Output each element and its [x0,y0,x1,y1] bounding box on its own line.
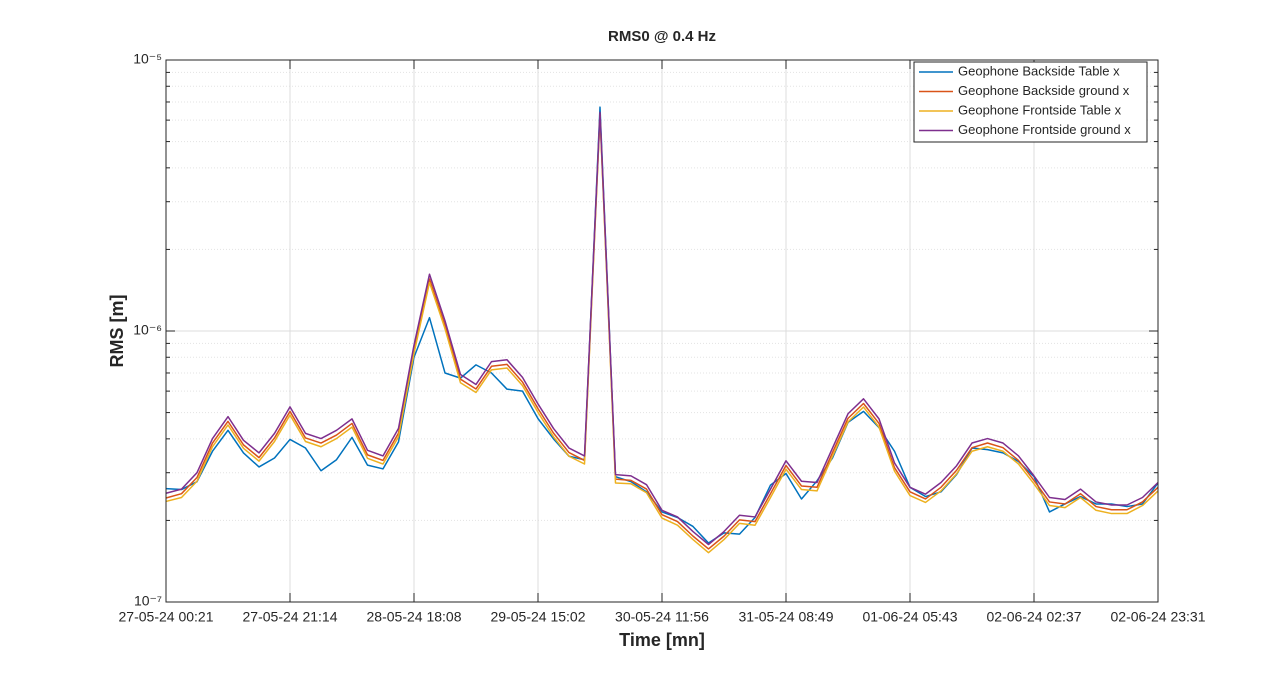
chart-title: RMS0 @ 0.4 Hz [608,28,716,45]
series-line [165,111,1159,546]
series-line [165,113,1159,550]
x-tick-label: 27-05-24 21:14 [243,609,338,625]
legend-label: Geophone Backside ground x [958,83,1130,98]
x-tick-label: 29-05-24 15:02 [491,609,586,625]
x-tick-label: 31-05-24 08:49 [739,609,834,625]
x-tick-label: 30-05-24 11:56 [615,609,709,625]
series-line [165,115,1159,554]
x-tick-label: 27-05-24 00:21 [119,609,214,625]
x-tick-label: 01-06-24 05:43 [863,609,958,625]
y-tick-label: 10⁻⁷ [134,593,162,609]
y-tick-label: 10⁻⁵ [133,51,162,67]
legend-label: Geophone Frontside ground x [958,122,1131,137]
x-tick-label: 02-06-24 02:37 [987,609,1082,625]
x-tick-label: 02-06-24 23:31 [1111,609,1206,625]
ticks: 10⁻⁷ 10⁻⁶ 10⁻⁵ 27-05-24 00:21 27-05-24 21:14… [119,51,1206,625]
legend-box [913,61,1148,143]
legend-label: Geophone Backside Table x [958,63,1120,78]
legend-label: Geophone Frontside Table x [958,102,1122,117]
x-tick-label: 28-05-24 18:08 [367,609,462,625]
y-tick-label: 10⁻⁶ [133,322,162,338]
legend: Geophone Backside Table x Geophone Backsi… [913,61,1148,143]
y-axis-label: RMS [m] [107,295,127,368]
lines [165,106,1159,554]
series-line [165,106,1159,544]
x-axis-label: Time [mn] [619,630,705,650]
